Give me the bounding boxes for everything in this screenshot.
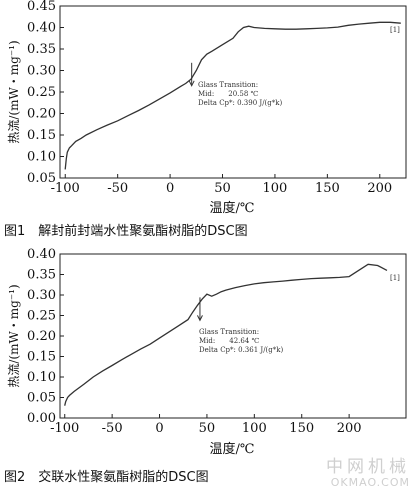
y-tick-label-1: 0.40: [27, 21, 56, 36]
y-tick-label-1: 0.20: [27, 107, 56, 122]
y-tick-label-2: 0.10: [27, 370, 56, 385]
y-tick-label-2: 0.00: [27, 411, 56, 426]
x-axis-label-1: 温度/℃: [210, 200, 255, 216]
x-tick-label-1: 200: [367, 181, 392, 196]
annotation-line-2: Delta Cp*: 0.361 J/(g*k): [199, 346, 284, 354]
y-tick-label-1: 0.15: [27, 128, 56, 143]
x-tick-label-1: 100: [263, 181, 288, 196]
y-tick-label-1: 0.25: [27, 85, 56, 100]
watermark-text: 中网机械: [326, 457, 410, 477]
y-tick-label-2: 0.25: [27, 309, 56, 324]
dsc-curve-1: [64, 21, 401, 170]
y-tick-label-2: 0.15: [27, 350, 56, 365]
x-tick-label-1: 150: [315, 181, 340, 196]
y-tick-label-1: 0.10: [27, 150, 56, 165]
y-tick-label-1: 0.05: [27, 171, 56, 186]
x-tick-label-1: -50: [107, 181, 128, 196]
y-axis-label-2: 热流/(mW・mg⁻¹): [7, 284, 21, 387]
x-tick-label-2: 50: [199, 421, 216, 436]
x-tick-label-2: 200: [337, 421, 362, 436]
y-tick-label-2: 0.20: [27, 329, 56, 344]
x-tick-label-2: -50: [102, 421, 123, 436]
annotation-line-2: Mid: 42.64 ℃: [199, 337, 260, 345]
annotation-line-1: Mid: 20.58 ℃: [198, 90, 259, 98]
figure-2-caption: 图2 交联水性聚氨酯树脂的DSC图: [4, 470, 209, 485]
y-tick-label-2: 0.35: [27, 268, 56, 283]
figure-1-caption: 图1 解封前封端水性聚氨酯树脂的DSC图: [4, 224, 248, 239]
x-tick-label-2: 100: [242, 421, 267, 436]
x-tick-label-1: -100: [51, 181, 80, 196]
transition-arrow-1: [188, 80, 195, 87]
y-tick-label-2: 0.40: [27, 247, 56, 262]
dsc-curve-2: [64, 263, 388, 406]
x-tick-label-2: 150: [289, 421, 314, 436]
x-tick-label-2: -100: [50, 421, 79, 436]
annotation-line-2: Glass Transition:: [199, 328, 259, 336]
y-tick-label-2: 0.30: [27, 288, 56, 303]
x-tick-label-1: 0: [166, 181, 174, 196]
x-tick-label-1: 50: [214, 181, 231, 196]
plot-frame-2: [59, 253, 407, 419]
annotation-line-1: Glass Transition:: [198, 81, 258, 89]
y-axis-label-1: 热流/(mW・mg⁻¹): [7, 40, 21, 143]
watermark-url: OKMAO.COM: [330, 476, 410, 489]
y-tick-label-1: 0.45: [27, 0, 56, 14]
transition-arrow-2: [197, 315, 203, 322]
x-axis-label-2: 温度/℃: [210, 441, 255, 457]
y-tick-label-2: 0.05: [27, 391, 56, 406]
annotation-line-1: Delta Cp*: 0.390 J/(g*k): [198, 99, 283, 107]
corner-label-2: [1]: [390, 274, 400, 282]
corner-label-1: [1]: [390, 26, 400, 34]
x-tick-label-2: 0: [155, 421, 163, 436]
y-tick-label-1: 0.35: [27, 42, 56, 57]
y-tick-label-1: 0.30: [27, 64, 56, 79]
